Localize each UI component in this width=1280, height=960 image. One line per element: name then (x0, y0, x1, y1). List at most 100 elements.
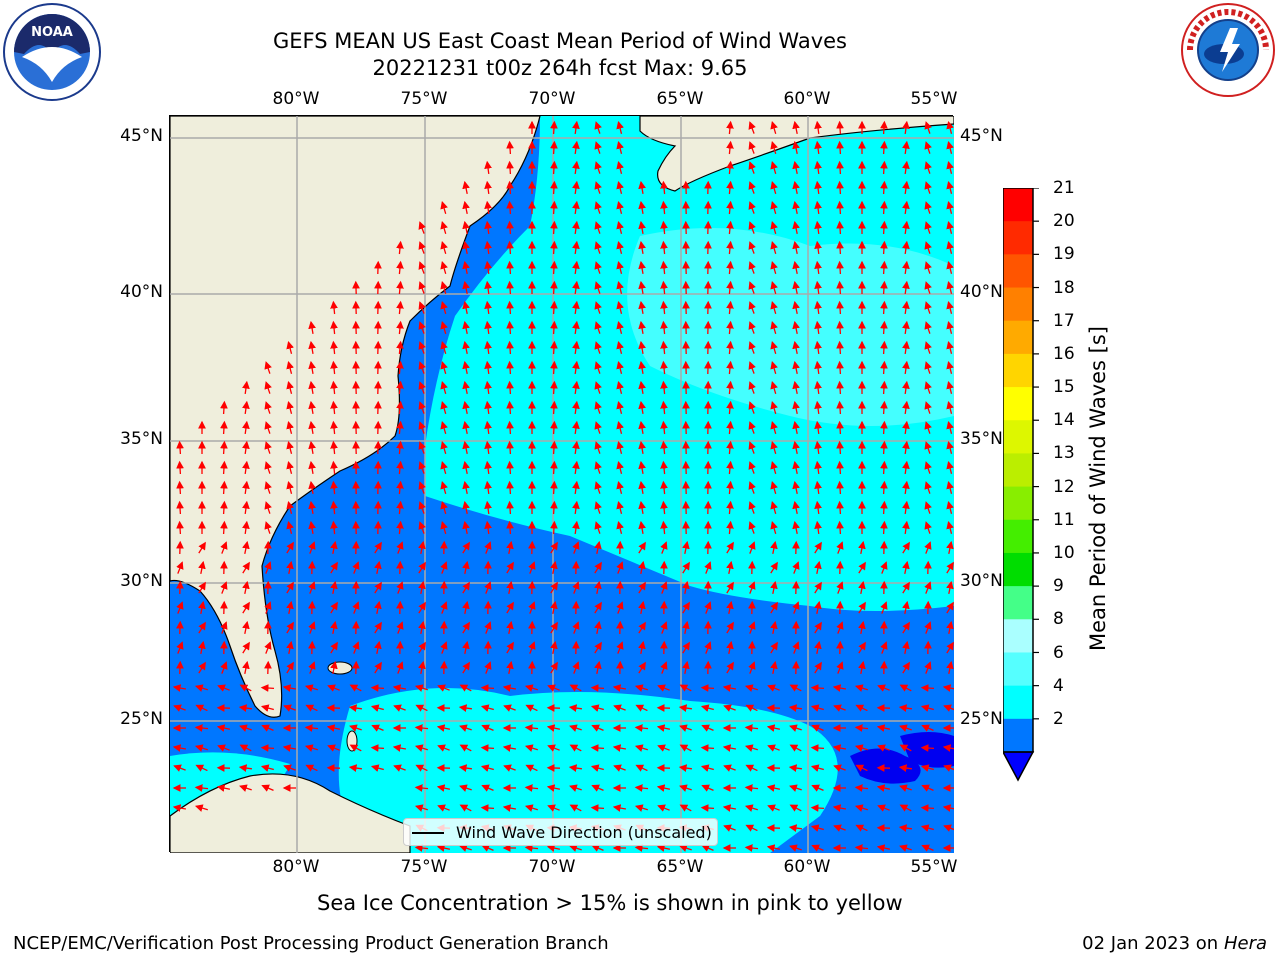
wind-wave-arrow (242, 380, 250, 394)
wind-wave-arrow (462, 460, 470, 475)
wind-wave-arrow (902, 360, 910, 374)
wind-wave-arrow (855, 764, 868, 772)
wind-wave-arrow (726, 440, 734, 455)
wind-wave-arrow (418, 301, 426, 314)
wind-wave-arrow (503, 704, 516, 712)
colorbar-band (1003, 552, 1033, 587)
wind-wave-arrow (462, 420, 470, 435)
lon-tick-bottom: 70°W (528, 857, 576, 877)
wind-wave-arrow (550, 120, 558, 135)
wind-wave-arrow (678, 704, 692, 712)
wind-wave-arrow (924, 421, 932, 434)
wind-wave-arrow (726, 340, 734, 355)
wind-wave-arrow (701, 844, 714, 852)
wind-wave-arrow (946, 120, 954, 134)
wind-wave-arrow (660, 320, 668, 335)
wind-wave-arrow (726, 621, 734, 634)
colorbar-tick-label: 16 (1053, 343, 1075, 364)
wind-wave-arrow (194, 744, 208, 752)
wind-wave-arrow (880, 220, 888, 235)
wind-wave-arrow (264, 501, 272, 514)
wind-wave-arrow (616, 180, 624, 194)
wind-wave-arrow (814, 420, 822, 434)
wind-wave-arrow (920, 684, 935, 692)
wind-wave-arrow (792, 360, 800, 375)
wind-wave-arrow (745, 764, 758, 772)
wind-wave-arrow (924, 541, 932, 554)
wind-wave-arrow (264, 361, 272, 374)
wind-wave-arrow (616, 240, 624, 254)
wind-wave-arrow (634, 804, 648, 812)
wind-wave-arrow (880, 240, 888, 255)
wind-wave-arrow (308, 480, 316, 495)
wind-wave-arrow (924, 661, 932, 674)
wind-wave-arrow (286, 340, 294, 354)
wind-wave-arrow (594, 401, 602, 414)
wind-wave-arrow (481, 844, 494, 852)
wind-wave-arrow (924, 181, 932, 194)
wind-wave-arrow (726, 581, 734, 594)
wind-wave-arrow (924, 321, 932, 334)
wind-wave-arrow (172, 744, 187, 752)
colorbar-frame (1003, 188, 1034, 753)
wind-wave-arrow (792, 601, 800, 614)
wind-wave-arrow (239, 684, 252, 692)
wind-wave-arrow (572, 360, 580, 374)
wind-wave-arrow (594, 121, 602, 134)
wind-wave-arrow (282, 744, 297, 752)
wind-wave-arrow (242, 660, 250, 675)
wind-wave-arrow (264, 441, 272, 454)
wind-wave-arrow (418, 641, 426, 654)
wind-wave-arrow (440, 240, 448, 254)
wind-wave-arrow (414, 784, 429, 792)
wind-wave-arrow (902, 140, 910, 154)
wind-wave-arrow (899, 724, 912, 732)
wind-wave-arrow (304, 744, 318, 752)
wind-wave-arrow (634, 784, 649, 792)
wind-wave-arrow (330, 400, 338, 415)
wind-wave-arrow (550, 640, 558, 655)
wind-wave-arrow (594, 361, 602, 374)
wind-wave-arrow (946, 480, 954, 494)
wind-wave-arrow (902, 280, 910, 294)
wind-wave-arrow (484, 520, 492, 534)
wind-wave-arrow (524, 684, 538, 692)
wind-wave-arrow (792, 240, 800, 255)
wind-wave-arrow (440, 280, 448, 294)
wind-wave-arrow (880, 360, 888, 375)
wind-wave-arrow (836, 420, 844, 435)
wind-wave-arrow (238, 704, 252, 712)
wind-wave-arrow (770, 601, 778, 614)
wind-wave-arrow (480, 704, 494, 712)
wind-wave-arrow (660, 400, 668, 415)
wind-wave-arrow (726, 380, 734, 395)
wind-wave-arrow (330, 561, 338, 574)
wind-wave-arrow (308, 460, 316, 475)
wind-wave-arrow (660, 200, 668, 215)
wind-wave-arrow (880, 460, 888, 475)
colorbar-tick-label: 17 (1053, 310, 1075, 331)
wind-wave-arrow (484, 300, 492, 314)
wind-wave-arrow (660, 661, 668, 674)
wind-wave-arrow (239, 784, 252, 792)
footer-date: 02 Jan 2023 on (1082, 933, 1219, 954)
wind-wave-arrow (568, 764, 582, 772)
wind-wave-arrow (638, 600, 646, 615)
wind-wave-arrow (594, 221, 602, 234)
wind-wave-arrow (176, 520, 184, 535)
wind-wave-arrow (481, 784, 494, 792)
wind-wave-arrow (638, 661, 646, 674)
wind-wave-arrow (924, 501, 932, 514)
footer-host: Hera (1223, 933, 1267, 954)
wind-wave-arrow (811, 784, 824, 792)
wind-wave-arrow (286, 600, 294, 615)
wind-wave-arrow (946, 580, 954, 595)
wind-wave-arrow (924, 121, 932, 134)
wind-wave-arrow (682, 561, 690, 574)
wind-wave-arrow (286, 380, 294, 394)
wind-wave-arrow (198, 560, 206, 575)
wind-wave-arrow (770, 380, 778, 394)
wind-wave-arrow (220, 460, 228, 475)
wind-wave-arrow (616, 420, 624, 434)
wind-wave-arrow (880, 320, 888, 335)
